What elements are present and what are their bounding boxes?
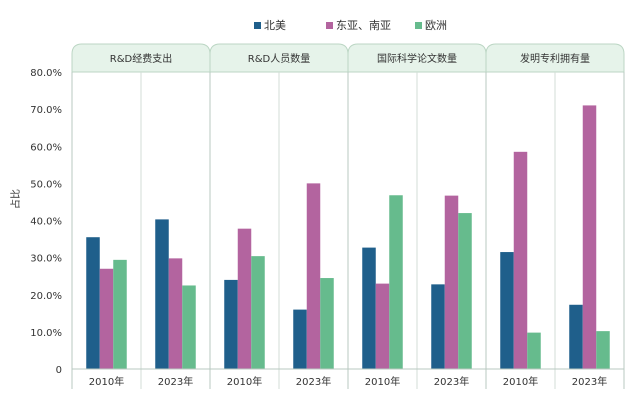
y-tick-label-4: 40.0%: [30, 217, 62, 228]
bar-1-7: [582, 105, 597, 369]
group-headers: R&D经费支出 R&D人员数量 国际科学论文数量 发明专利拥有量: [71, 43, 625, 73]
bar-0-3: [293, 309, 307, 369]
x-tick-label-3: 2023年: [296, 375, 331, 388]
y-tick-label-8: 80.0%: [30, 68, 62, 79]
bar-0-0: [86, 237, 100, 369]
bar-1-5: [444, 195, 459, 369]
y-axis-label: 占比: [9, 189, 22, 209]
bar-0-7: [569, 304, 583, 369]
legend-label-1: 东亚、南亚: [336, 19, 391, 32]
bar-0-2: [224, 279, 238, 369]
y-tick-label-5: 50.0%: [30, 179, 62, 190]
group-header-label-3: 发明专利拥有量: [520, 52, 590, 65]
bar-2-6: [527, 332, 541, 369]
x-tick-label-2: 2010年: [227, 375, 262, 388]
bar-1-3: [306, 183, 321, 369]
bar-2-5: [458, 213, 472, 369]
bar-2-3: [320, 278, 334, 369]
y-tick-label-2: 20.0%: [30, 291, 62, 302]
bar-1-2: [237, 228, 252, 369]
x-tick-label-1: 2023年: [158, 375, 193, 388]
group-dividers: [71, 72, 625, 389]
x-tick-label-6: 2010年: [503, 375, 538, 388]
y-tick-label-7: 70.0%: [30, 105, 62, 116]
x-tick-label-0: 2010年: [89, 375, 124, 388]
bars: [86, 105, 610, 369]
bar-2-1: [182, 285, 196, 369]
x-tick-label-5: 2023年: [434, 375, 469, 388]
legend-label-0: 北美: [264, 19, 286, 32]
group-header-label-0: R&D经费支出: [110, 52, 172, 65]
group-header-label-2: 国际科学论文数量: [377, 52, 457, 65]
legend-swatch-1: [326, 22, 333, 29]
y-tick-label-6: 60.0%: [30, 142, 62, 153]
bar-2-0: [113, 259, 127, 369]
legend-label-2: 欧洲: [425, 19, 447, 32]
x-tick-labels: 2010年 2023年 2010年 2023年 2010年 2023年 2010年 2023年: [89, 375, 607, 388]
bar-1-0: [99, 268, 114, 369]
y-tick-label-1: 10.0%: [30, 328, 62, 339]
bar-0-1: [155, 219, 169, 369]
y-tick-label-0: 0: [56, 365, 62, 376]
y-tick-labels: 0 10.0% 20.0% 30.0% 40.0% 50.0% 60.0% 70.0% 80.0…: [30, 68, 62, 376]
legend-swatch-2: [415, 22, 422, 29]
bar-0-4: [362, 247, 376, 369]
legend-swatch-0: [254, 22, 261, 29]
bar-1-4: [375, 283, 390, 369]
bar-2-2: [251, 256, 265, 369]
x-tick-label-4: 2010年: [365, 375, 400, 388]
bar-0-6: [500, 252, 514, 369]
y-tick-label-3: 30.0%: [30, 254, 62, 265]
group-header-label-1: R&D人员数量: [248, 52, 310, 65]
group-header-tab-3: [485, 43, 625, 73]
bar-2-4: [389, 195, 403, 369]
x-tick-label-7: 2023年: [572, 375, 607, 388]
bar-1-6: [513, 151, 528, 369]
bar-2-7: [596, 331, 610, 369]
bar-0-5: [431, 284, 445, 369]
legend: 北美 东亚、南亚 欧洲: [254, 19, 447, 32]
bar-1-1: [168, 258, 183, 369]
